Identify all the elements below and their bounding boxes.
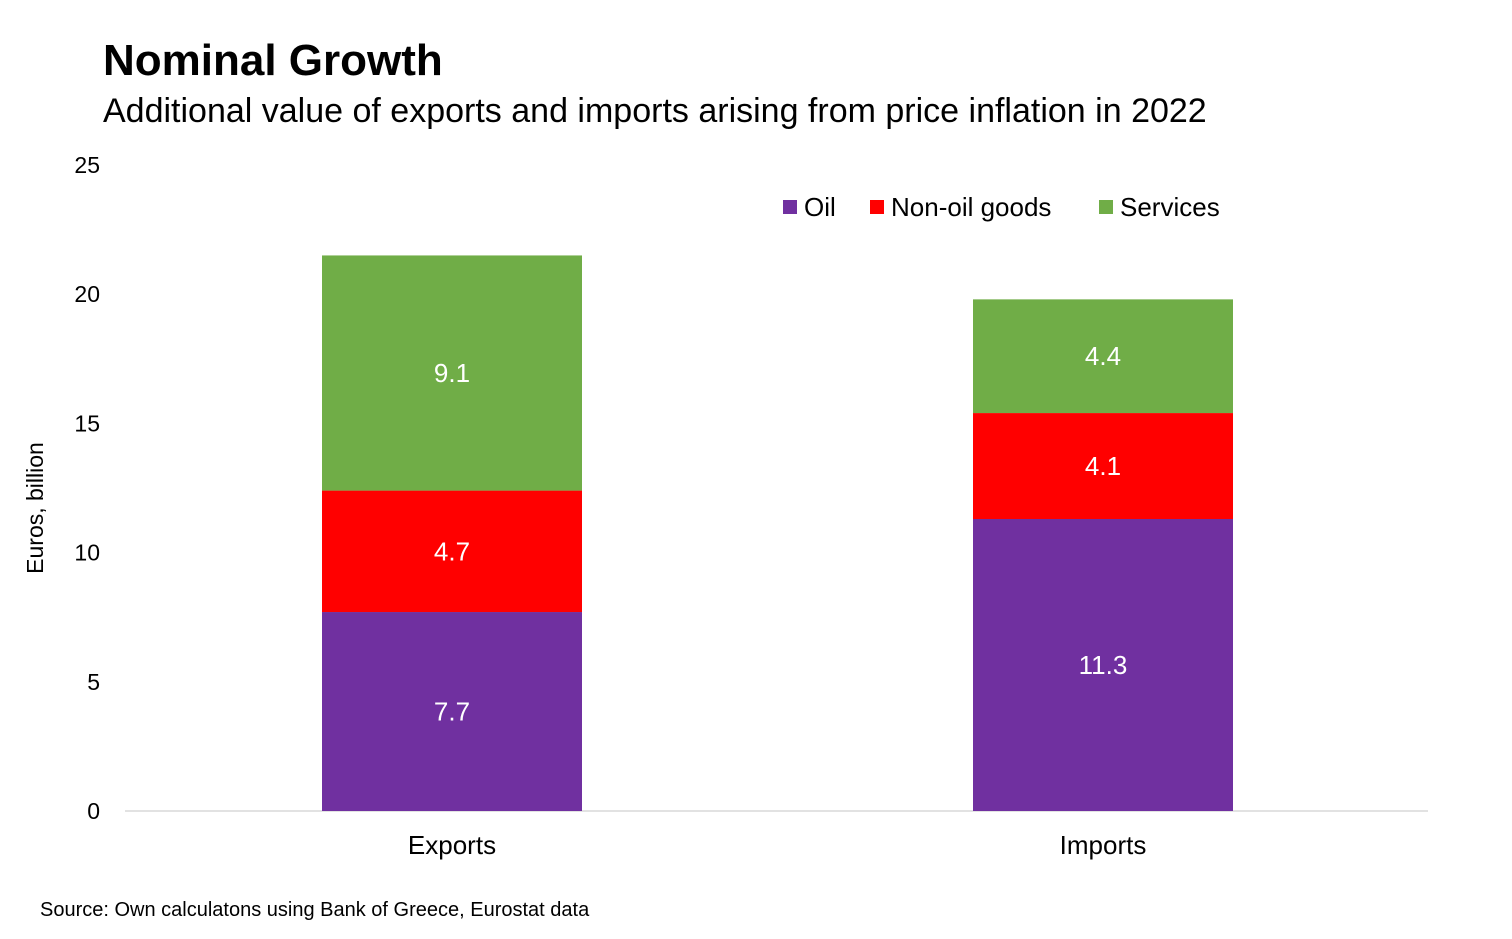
data-label: 7.7	[434, 697, 470, 727]
y-tick-label: 15	[74, 410, 100, 436]
data-label: 4.1	[1085, 451, 1121, 481]
legend-item: Services	[1099, 192, 1220, 222]
y-tick-label: 0	[87, 798, 100, 824]
x-tick-label: Imports	[1060, 830, 1147, 860]
bars: 7.7 4.7 9.1 11.3 4.1 4.4	[322, 255, 1233, 811]
x-axis-labels: Exports Imports	[408, 830, 1146, 860]
y-axis-label: Euros, billion	[22, 442, 48, 574]
data-label: 11.3	[1079, 650, 1128, 680]
data-label: 9.1	[434, 358, 470, 388]
y-tick-label: 5	[87, 669, 100, 695]
bar-exports-non-oil-goods	[322, 490, 582, 613]
source-note: Source: Own calculatons using Bank of Gr…	[40, 899, 590, 921]
legend-label: Non-oil goods	[891, 192, 1051, 222]
y-tick-label: 10	[74, 540, 100, 566]
legend-item: Oil	[783, 192, 836, 222]
bar-imports-services	[973, 299, 1233, 414]
bar-imports-non-oil-goods	[973, 413, 1233, 520]
legend-swatch	[1099, 200, 1113, 214]
x-tick-label: Exports	[408, 830, 496, 860]
chart-title: Nominal Growth	[103, 36, 443, 85]
legend-swatch	[783, 200, 797, 214]
bar-imports-oil	[973, 519, 1233, 811]
data-label: 4.4	[1085, 341, 1121, 371]
y-tick-label: 25	[74, 152, 100, 178]
legend-label: Oil	[804, 192, 836, 222]
data-label: 4.7	[434, 536, 470, 566]
bar-exports-services	[322, 255, 582, 491]
chart-subtitle: Additional value of exports and imports …	[103, 92, 1207, 130]
bar-exports-oil	[322, 612, 582, 811]
legend: Oil Non-oil goods Services	[783, 192, 1220, 222]
legend-label: Services	[1120, 192, 1220, 222]
legend-swatch	[870, 200, 884, 214]
y-tick-label: 20	[74, 281, 100, 307]
legend-item: Non-oil goods	[870, 192, 1051, 222]
y-axis-ticks: 0 5 10 15 20 25	[74, 152, 100, 824]
